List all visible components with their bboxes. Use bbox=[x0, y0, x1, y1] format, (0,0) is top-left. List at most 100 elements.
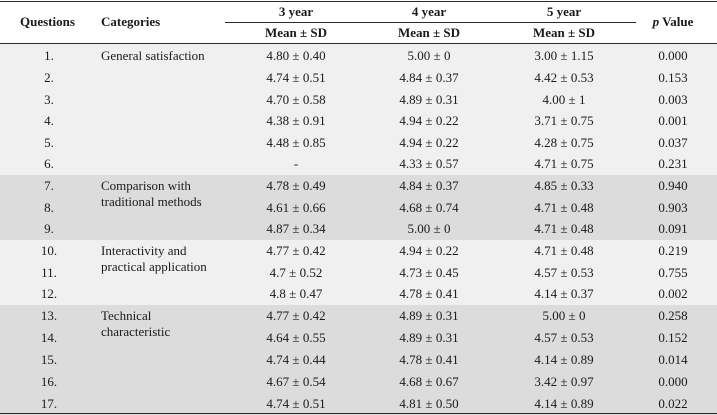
year5-value: 4.42 ± 0.53 bbox=[534, 70, 594, 85]
header-subrule bbox=[225, 22, 636, 23]
year3-value: 4.7 ± 0.52 bbox=[269, 265, 323, 280]
year5-value: 4.71 ± 0.48 bbox=[534, 221, 594, 236]
question-number: 16. bbox=[40, 374, 58, 389]
category-line: General satisfaction bbox=[101, 48, 205, 63]
question-number: 11. bbox=[41, 265, 57, 280]
category-comparison: Comparison with traditional methods bbox=[101, 178, 202, 210]
p-value: 0.903 bbox=[658, 200, 688, 215]
year5-value: 3.71 ± 0.75 bbox=[534, 113, 594, 128]
question-number: 7. bbox=[44, 178, 54, 193]
year5-value: 4.71 ± 0.75 bbox=[534, 156, 594, 171]
year5-value: 4.28 ± 0.75 bbox=[534, 135, 594, 150]
group-band-interactivity bbox=[0, 240, 717, 305]
year4-value: 4.68 ± 0.67 bbox=[399, 374, 459, 389]
header-year3: 3 year bbox=[278, 4, 314, 19]
year4-value: 4.78 ± 0.41 bbox=[399, 286, 459, 301]
question-number: 10. bbox=[40, 243, 58, 258]
header-p-rest: Value bbox=[659, 14, 694, 29]
p-value: 0.000 bbox=[658, 374, 688, 389]
question-number: 6. bbox=[44, 156, 54, 171]
category-line: traditional methods bbox=[101, 194, 202, 209]
year3-value: 4.64 ± 0.55 bbox=[266, 330, 326, 345]
top-rule bbox=[0, 1, 717, 2]
p-value: 0.022 bbox=[658, 396, 688, 411]
group-band-comparison bbox=[0, 175, 717, 240]
question-number: 3. bbox=[44, 92, 54, 107]
year3-value: 4.61 ± 0.66 bbox=[266, 200, 326, 215]
p-value: 0.003 bbox=[658, 92, 688, 107]
year5-value: 4.14 ± 0.37 bbox=[534, 286, 594, 301]
year5-value: 4.71 ± 0.48 bbox=[534, 200, 594, 215]
question-number: 5. bbox=[44, 135, 54, 150]
question-number: 13. bbox=[40, 308, 58, 323]
year4-value: 4.94 ± 0.22 bbox=[399, 135, 459, 150]
year5-value: 3.00 ± 1.15 bbox=[534, 48, 594, 63]
group-band-technical bbox=[0, 305, 717, 415]
year4-value: 4.89 ± 0.31 bbox=[399, 330, 459, 345]
category-interactivity: Interactivity and practical application bbox=[101, 243, 207, 275]
header-p-value: p Value bbox=[653, 14, 694, 30]
p-value: 0.755 bbox=[658, 265, 688, 280]
header-bottom-rule bbox=[0, 43, 717, 44]
year5-value: 5.00 ± 0 bbox=[542, 308, 586, 323]
p-value: 0.219 bbox=[658, 243, 688, 258]
p-value: 0.152 bbox=[658, 330, 688, 345]
year3-value: 4.74 ± 0.51 bbox=[266, 70, 326, 85]
year5-value: 4.57 ± 0.53 bbox=[534, 265, 594, 280]
year4-value: 4.84 ± 0.37 bbox=[399, 70, 459, 85]
year4-value: 4.94 ± 0.22 bbox=[399, 243, 459, 258]
question-number: 8. bbox=[44, 200, 54, 215]
year3-value: - bbox=[293, 156, 299, 171]
year4-value: 4.68 ± 0.74 bbox=[399, 200, 459, 215]
header-year5: 5 year bbox=[546, 4, 582, 19]
p-value: 0.940 bbox=[658, 178, 688, 193]
year4-value: 5.00 ± 0 bbox=[407, 221, 451, 236]
header-year3-mean-sd: Mean ± SD bbox=[264, 25, 328, 40]
year5-value: 4.14 ± 0.89 bbox=[534, 396, 594, 411]
p-value: 0.258 bbox=[658, 308, 688, 323]
year5-value: 4.85 ± 0.33 bbox=[534, 178, 594, 193]
header-year4: 4 year bbox=[411, 4, 447, 19]
header-questions: Questions bbox=[20, 14, 75, 29]
year5-value: 4.71 ± 0.48 bbox=[534, 243, 594, 258]
year4-value: 4.89 ± 0.31 bbox=[399, 92, 459, 107]
year4-value: 4.84 ± 0.37 bbox=[399, 178, 459, 193]
year3-value: 4.48 ± 0.85 bbox=[266, 135, 326, 150]
year5-value: 3.42 ± 0.97 bbox=[534, 374, 594, 389]
question-number: 2. bbox=[44, 70, 54, 85]
category-line: practical application bbox=[101, 259, 207, 274]
bottom-rule bbox=[0, 413, 717, 414]
p-value: 0.231 bbox=[658, 156, 688, 171]
year5-value: 4.00 ± 1 bbox=[542, 92, 586, 107]
year3-value: 4.8 ± 0.47 bbox=[269, 286, 323, 301]
question-number: 9. bbox=[44, 221, 54, 236]
question-number: 12. bbox=[40, 286, 58, 301]
category-line: Interactivity and bbox=[101, 243, 187, 258]
header-year5-mean-sd: Mean ± SD bbox=[532, 25, 596, 40]
year3-value: 4.77 ± 0.42 bbox=[266, 243, 326, 258]
year3-value: 4.77 ± 0.42 bbox=[266, 308, 326, 323]
group-band-general bbox=[0, 44, 717, 175]
question-number: 17. bbox=[40, 396, 58, 411]
year4-value: 4.94 ± 0.22 bbox=[399, 113, 459, 128]
year3-value: 4.78 ± 0.49 bbox=[266, 178, 326, 193]
year3-value: 4.87 ± 0.34 bbox=[266, 221, 326, 236]
year4-value: 4.81 ± 0.50 bbox=[399, 396, 459, 411]
year5-value: 4.14 ± 0.89 bbox=[534, 352, 594, 367]
year4-value: 4.78 ± 0.41 bbox=[399, 352, 459, 367]
p-value: 0.000 bbox=[658, 48, 688, 63]
year4-value: 5.00 ± 0 bbox=[407, 48, 451, 63]
p-value: 0.091 bbox=[658, 221, 688, 236]
p-value: 0.001 bbox=[658, 113, 688, 128]
year4-value: 4.73 ± 0.45 bbox=[399, 265, 459, 280]
header-categories: Categories bbox=[101, 14, 161, 29]
year4-value: 4.89 ± 0.31 bbox=[399, 308, 459, 323]
year5-value: 4.57 ± 0.53 bbox=[534, 330, 594, 345]
category-line: Technical bbox=[101, 308, 152, 323]
p-value: 0.037 bbox=[658, 135, 688, 150]
question-number: 15. bbox=[40, 352, 58, 367]
question-number: 4. bbox=[44, 113, 54, 128]
header-year4-mean-sd: Mean ± SD bbox=[397, 25, 461, 40]
year3-value: 4.67 ± 0.54 bbox=[266, 374, 326, 389]
